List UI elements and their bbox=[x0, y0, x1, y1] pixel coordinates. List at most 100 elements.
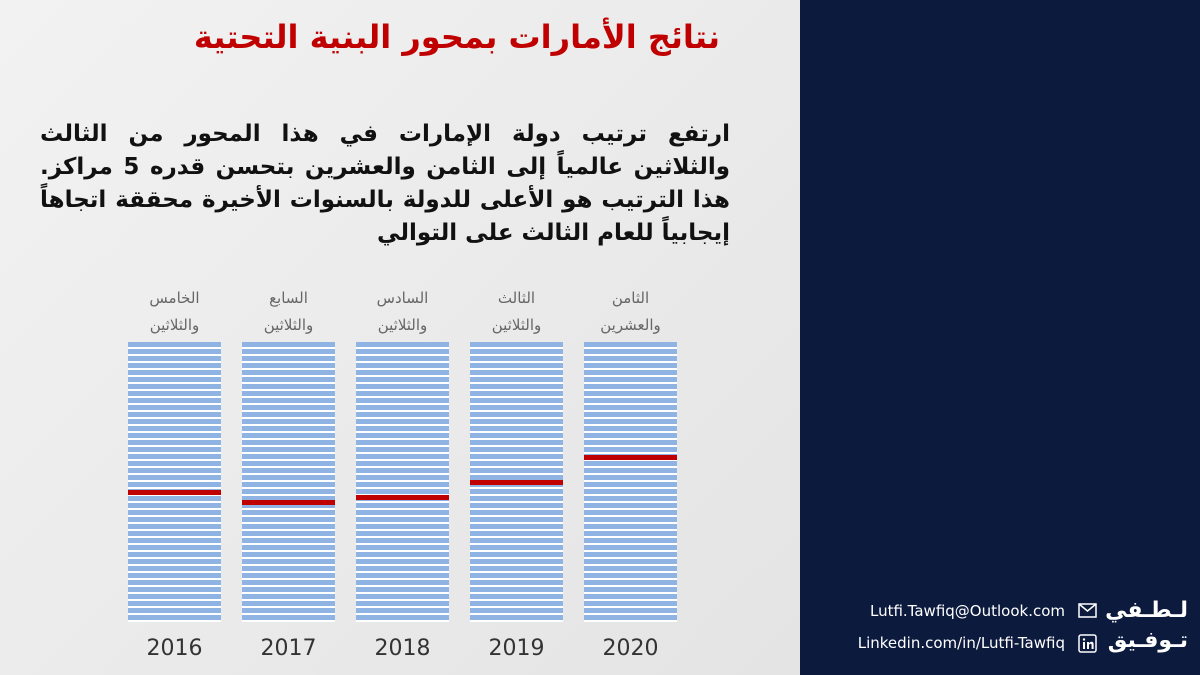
stripe bbox=[128, 496, 221, 501]
stripe bbox=[128, 391, 221, 396]
stripe bbox=[128, 573, 221, 578]
stripe bbox=[356, 405, 449, 410]
stripe bbox=[128, 545, 221, 550]
stripe bbox=[470, 398, 563, 403]
stripe bbox=[584, 517, 677, 522]
stripe bbox=[242, 601, 335, 606]
rank-marker bbox=[356, 495, 449, 500]
stripe bbox=[128, 608, 221, 613]
stripe bbox=[128, 552, 221, 557]
stripe bbox=[128, 440, 221, 445]
stripe bbox=[242, 559, 335, 564]
stripe bbox=[242, 510, 335, 515]
linkedin-icon bbox=[1078, 634, 1097, 653]
stripe bbox=[584, 461, 677, 466]
stripe bbox=[242, 580, 335, 585]
stripe bbox=[584, 489, 677, 494]
stripe bbox=[128, 412, 221, 417]
stripe bbox=[470, 538, 563, 543]
stripe bbox=[242, 363, 335, 368]
stripe bbox=[356, 531, 449, 536]
rank-marker bbox=[584, 455, 677, 460]
rank-label: الخامس والثلاثين bbox=[149, 289, 200, 334]
stripe bbox=[242, 433, 335, 438]
stripe bbox=[584, 447, 677, 452]
stripe bbox=[584, 608, 677, 613]
stripe bbox=[584, 426, 677, 431]
stripe bbox=[584, 377, 677, 382]
stripe bbox=[128, 370, 221, 375]
stripe bbox=[242, 566, 335, 571]
stripe bbox=[356, 552, 449, 557]
stripe bbox=[470, 496, 563, 501]
stripe bbox=[128, 398, 221, 403]
stripe bbox=[242, 496, 335, 501]
stripe bbox=[242, 440, 335, 445]
rank-label: الثالث والثلاثين bbox=[491, 289, 542, 334]
stripe bbox=[584, 475, 677, 480]
stripe bbox=[584, 482, 677, 487]
stripe bbox=[584, 363, 677, 368]
title: نتائج الأمارات بمحور البنية التحتية bbox=[193, 18, 720, 56]
stripe bbox=[128, 615, 221, 620]
stripe bbox=[584, 349, 677, 354]
stripe bbox=[470, 377, 563, 382]
stripe bbox=[242, 573, 335, 578]
stripe bbox=[356, 468, 449, 473]
stripe bbox=[470, 566, 563, 571]
stripe bbox=[242, 587, 335, 592]
stripe bbox=[242, 391, 335, 396]
stripe bbox=[470, 363, 563, 368]
stripe bbox=[242, 531, 335, 536]
linkedin: Linkedin.com/in/Lutfi-Tawfiq bbox=[857, 634, 1065, 652]
stripe bbox=[356, 517, 449, 522]
stripe bbox=[128, 384, 221, 389]
stripe bbox=[470, 391, 563, 396]
stripe bbox=[356, 370, 449, 375]
rank-marker bbox=[242, 500, 335, 505]
stripe bbox=[470, 601, 563, 606]
stripe bbox=[584, 587, 677, 592]
stripe bbox=[584, 412, 677, 417]
email-icon bbox=[1078, 603, 1097, 618]
stripe bbox=[470, 461, 563, 466]
stripe bbox=[242, 615, 335, 620]
stripe bbox=[470, 384, 563, 389]
stripe bbox=[470, 608, 563, 613]
stripe bbox=[128, 342, 221, 347]
stripe bbox=[128, 468, 221, 473]
stripe bbox=[356, 587, 449, 592]
stripe bbox=[242, 356, 335, 361]
stripe bbox=[242, 524, 335, 529]
stripe bbox=[584, 496, 677, 501]
stripe bbox=[356, 461, 449, 466]
stripe bbox=[470, 405, 563, 410]
stripe bbox=[128, 356, 221, 361]
logo-line: تـوفـيق bbox=[1107, 628, 1188, 653]
stripe bbox=[356, 356, 449, 361]
stripe bbox=[584, 440, 677, 445]
stripe bbox=[242, 377, 335, 382]
stripe bbox=[584, 538, 677, 543]
stripe bbox=[242, 454, 335, 459]
stripe bbox=[584, 531, 677, 536]
stripe bbox=[584, 356, 677, 361]
stripe bbox=[356, 398, 449, 403]
stripe bbox=[128, 377, 221, 382]
stripe bbox=[356, 454, 449, 459]
stripe bbox=[584, 559, 677, 564]
stripe bbox=[356, 559, 449, 564]
stripe bbox=[584, 468, 677, 473]
stripe bbox=[356, 580, 449, 585]
stripe bbox=[128, 454, 221, 459]
stripe bbox=[470, 510, 563, 515]
stripe bbox=[584, 384, 677, 389]
stripe bbox=[356, 440, 449, 445]
stripe bbox=[242, 517, 335, 522]
stripe bbox=[242, 608, 335, 613]
stripe bbox=[584, 573, 677, 578]
rank-marker bbox=[128, 490, 221, 495]
stripe bbox=[356, 573, 449, 578]
stripe bbox=[128, 559, 221, 564]
stripe bbox=[584, 398, 677, 403]
